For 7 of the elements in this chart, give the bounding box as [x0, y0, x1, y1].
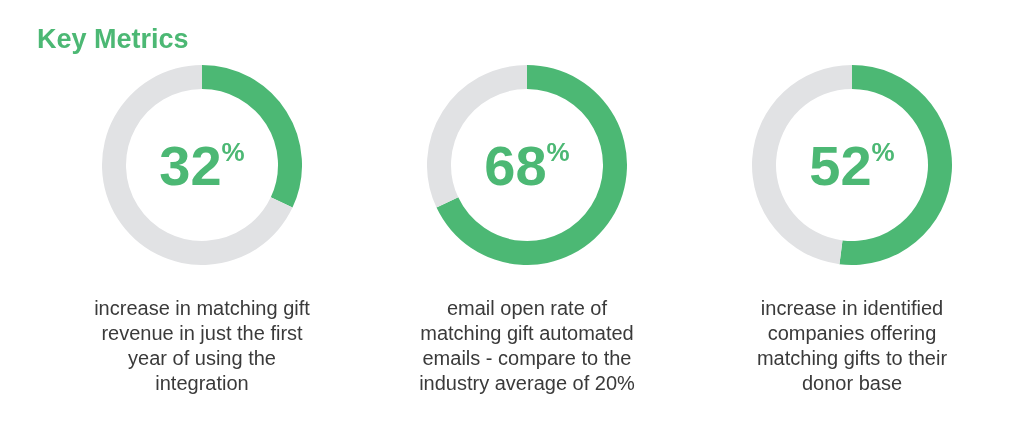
text: increase in matching gift revenue in just the first year of using the integration	[93, 296, 311, 396]
text: 68%	[484, 134, 570, 197]
text: email open rate of matching gift automated emails - compare to the industry average of 20%	[418, 296, 636, 396]
text: increase in identified companies offering matching gifts to their donor base	[755, 296, 949, 396]
chart-title: Key Metrics	[37, 24, 189, 55]
text: 32%	[159, 134, 245, 197]
text: 52%	[809, 134, 895, 197]
